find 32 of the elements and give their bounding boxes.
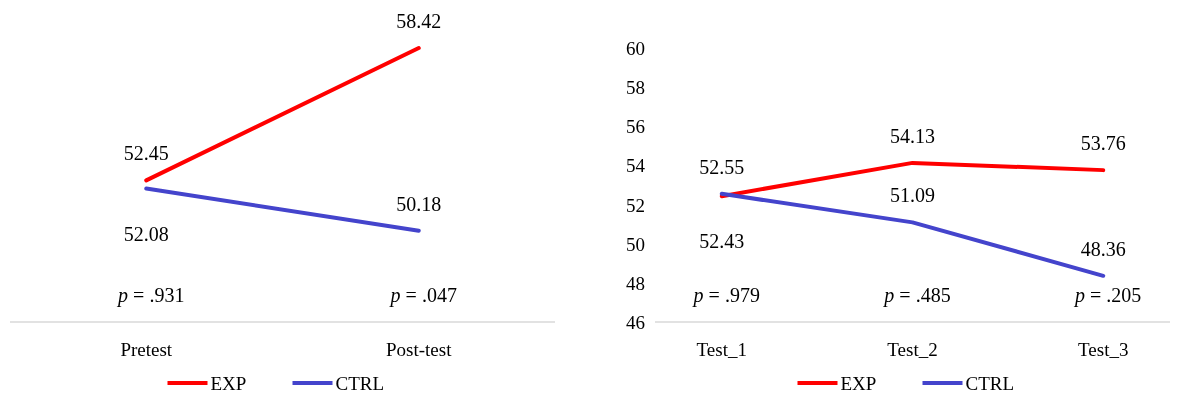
x-tick-label: Test_3	[1078, 339, 1129, 360]
text: p = .047	[388, 284, 457, 307]
y-tick-label: 50	[626, 233, 645, 255]
legend-label: EXP	[210, 373, 247, 394]
x-tick-label: Post-test	[386, 339, 453, 360]
data-label: 51.09	[890, 184, 935, 207]
y-tick-label: 48	[626, 272, 645, 294]
data-label: 52.43	[699, 230, 745, 253]
y-tick-label: 60	[626, 38, 645, 59]
data-label: 50.18	[396, 192, 442, 215]
data-label: 58.42	[396, 10, 442, 32]
annotation: p = .485	[882, 284, 951, 307]
x-tick-label: Test_2	[887, 339, 938, 360]
legend-label: CTRL	[335, 373, 385, 394]
text: p = .931	[116, 284, 185, 307]
y-tick-label: 56	[626, 116, 645, 138]
data-label: 54.13	[890, 124, 935, 147]
data-label: 52.08	[123, 222, 169, 245]
data-label: 53.76	[1080, 132, 1126, 155]
legend-label: EXP	[840, 373, 877, 394]
data-label: 48.36	[1080, 237, 1126, 260]
x-tick-label: Pretest	[120, 339, 173, 360]
annotation: p = .979	[691, 284, 760, 307]
legend-label: CTRL	[965, 373, 1015, 394]
y-tick-label: 52	[626, 194, 645, 216]
y-tick-label: 46	[626, 312, 645, 333]
y-tick-label: 58	[626, 77, 645, 99]
x-tick-label: Test_1	[696, 339, 747, 360]
y-tick-label: 54	[626, 155, 646, 177]
data-label: 52.45	[123, 142, 169, 165]
data-label: 52.55	[699, 155, 745, 178]
annotation: p = .205	[1073, 284, 1142, 307]
